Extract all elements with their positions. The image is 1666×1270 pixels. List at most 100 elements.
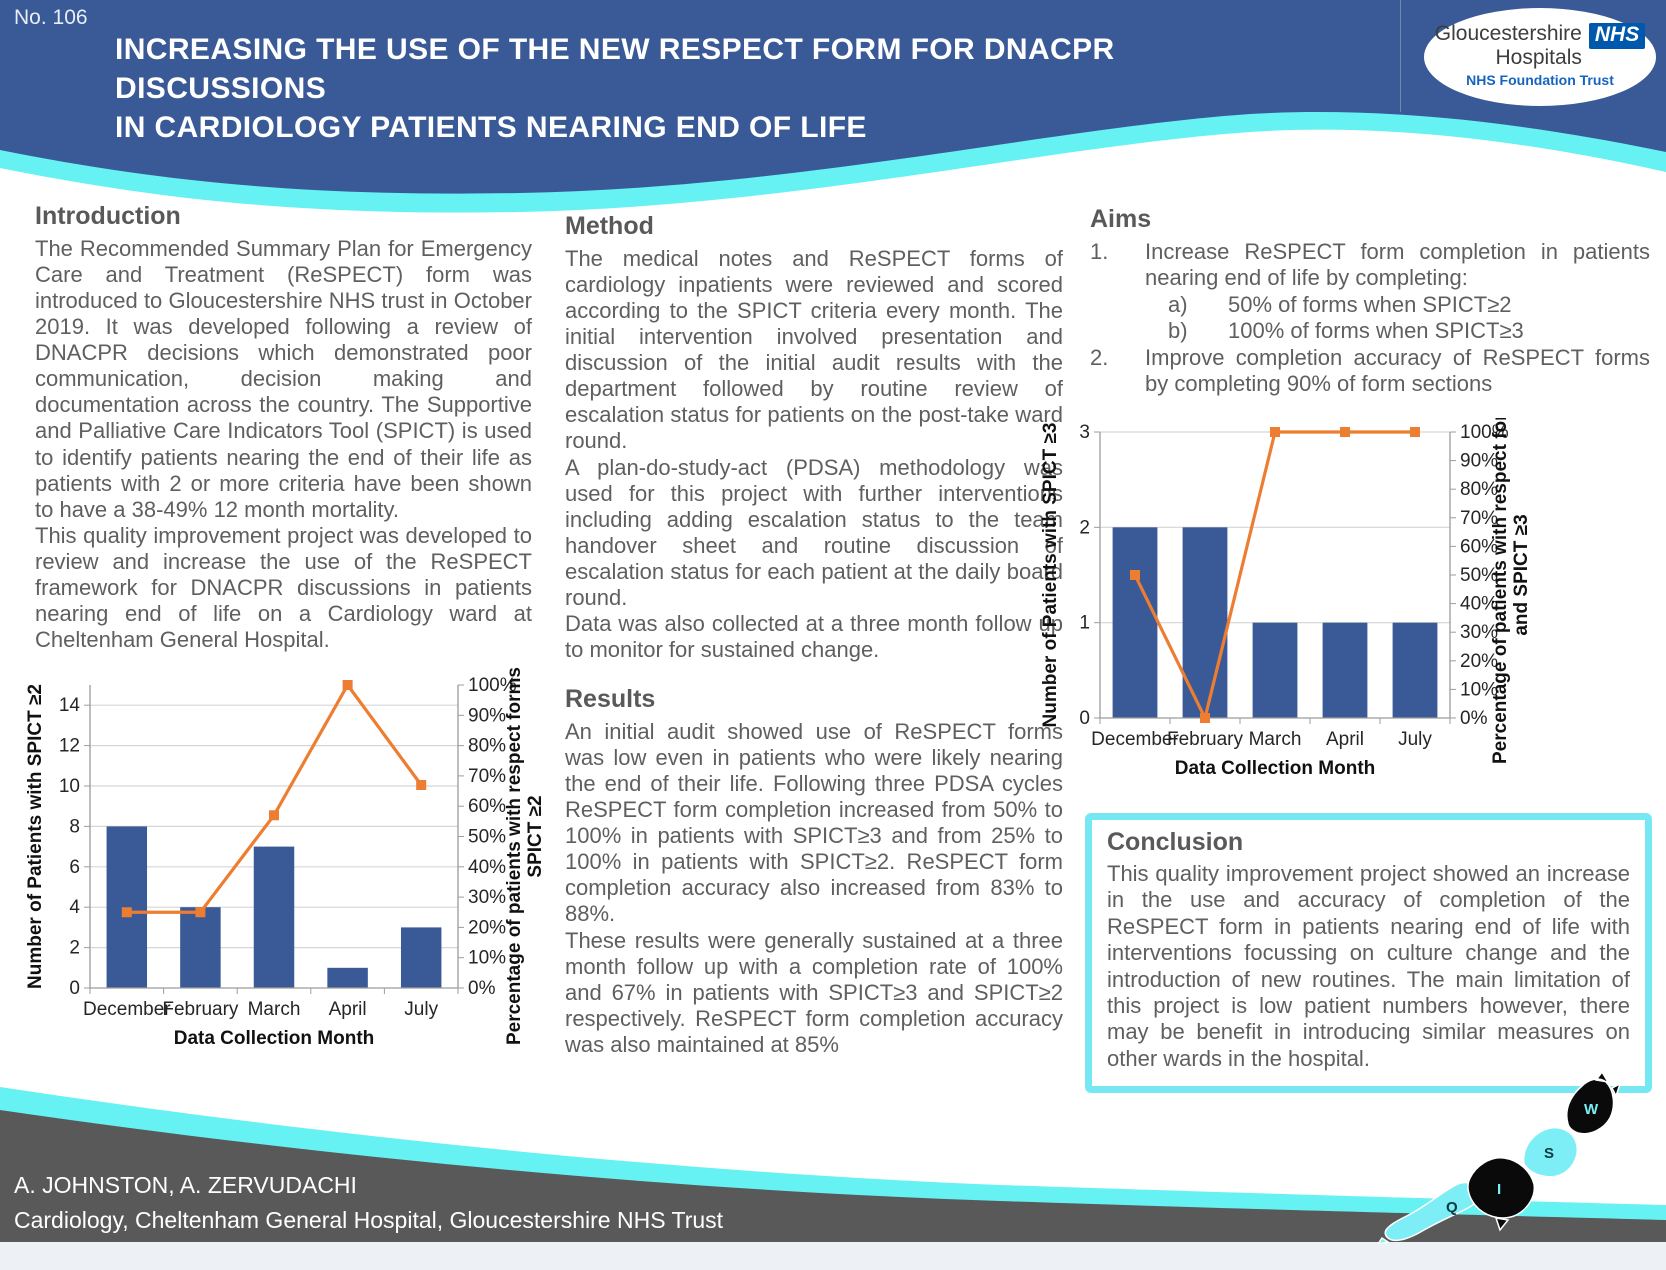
footer-gray-band [0, 1110, 1666, 1270]
svg-text:14: 14 [59, 695, 81, 716]
svg-text:0: 0 [1079, 708, 1090, 729]
header-wave [0, 0, 1666, 213]
svg-text:20%: 20% [468, 917, 506, 938]
svg-text:Percentage of patients with re: Percentage of patients with respect form… [504, 663, 525, 1045]
svg-text:60%: 60% [1460, 536, 1498, 557]
map-label-i: I [1497, 1181, 1501, 1198]
poster-title-line1: INCREASING THE USE OF THE NEW RESPECT FO… [115, 33, 1115, 105]
svg-text:100%: 100% [468, 675, 517, 696]
bottom-strip [0, 1242, 1666, 1270]
svg-text:10: 10 [59, 776, 80, 797]
svg-text:50%: 50% [1460, 565, 1498, 586]
map-region-q [1378, 1181, 1482, 1244]
nhs-logo: Gloucestershire Hospitals NHS NHS Founda… [1424, 8, 1656, 106]
method-paragraph-3: Data was also collected at a three month… [565, 610, 1063, 662]
svg-text:December: December [1091, 729, 1179, 750]
aims-item-2-number: 2. [1090, 344, 1109, 370]
svg-text:1: 1 [1079, 613, 1090, 634]
svg-text:3: 3 [1079, 422, 1090, 443]
conclusion-heading: Conclusion [1107, 828, 1244, 856]
logo-subtitle: NHS Foundation Trust [1466, 72, 1614, 89]
poster-title-line2: IN CARDIOLOGY PATIENTS NEARING END OF LI… [115, 111, 867, 144]
results-paragraph-1: An initial audit showed use of ReSPECT f… [565, 719, 1063, 927]
svg-text:February: February [1167, 729, 1244, 750]
aims-item-1b-letter: b) [1168, 318, 1188, 344]
aims-item-2-text: Improve completion accuracy of ReSPECT f… [1145, 344, 1650, 396]
aims-item-1b-text: 100% of forms when SPICT≥3 [1228, 318, 1524, 344]
conclusion-text: This quality improvement project showed … [1107, 861, 1630, 1071]
map-label-s: S [1544, 1145, 1554, 1162]
spict3-combo-chart: 0 1 2 3 0% 10% 20% 30% 40% 50% 60% 70% 80% 90% 100% Dec… [1040, 386, 1570, 780]
svg-text:April: April [329, 999, 367, 1020]
header-blue-band [0, 0, 1666, 194]
svg-text:February: February [162, 999, 239, 1020]
intro-paragraph-1: The Recommended Summary Plan for Emergen… [35, 236, 532, 522]
svg-text:10%: 10% [468, 948, 506, 969]
svg-text:50%: 50% [468, 827, 506, 848]
svg-text:0%: 0% [468, 978, 496, 999]
svg-text:0%: 0% [1460, 708, 1488, 729]
results-paragraph-2: These results were generally sustained a… [565, 927, 1063, 1057]
method-heading: Method [565, 212, 654, 240]
map-region-w [1566, 1072, 1622, 1135]
svg-text:December: December [83, 999, 171, 1020]
svg-text:0: 0 [69, 978, 80, 999]
svg-text:70%: 70% [468, 766, 506, 787]
svg-text:6: 6 [69, 857, 80, 878]
svg-text:2: 2 [69, 938, 80, 959]
svg-text:Number of Patients with SPICT: Number of Patients with SPICT ≥3 [1040, 423, 1061, 728]
svg-text:4: 4 [69, 897, 80, 918]
svg-text:8: 8 [69, 816, 80, 837]
region-map: Q I S W [1378, 1072, 1622, 1244]
svg-text:Percentage of patients with re: Percentage of patients with respect form… [1490, 418, 1511, 764]
authors-line: A. JOHNSTON, A. ZERVUDACHI [14, 1172, 357, 1198]
svg-text:20%: 20% [1460, 651, 1498, 672]
aims-section: Aims 1. Increase ReSPECT form completion… [1090, 205, 1650, 397]
method-paragraph-1: The medical notes and ReSPECT forms of c… [565, 246, 1063, 454]
map-region-s [1522, 1126, 1578, 1178]
svg-text:April: April [1326, 729, 1364, 750]
logo-org-name: Gloucestershire Hospitals [1434, 22, 1582, 69]
svg-text:12: 12 [59, 736, 80, 757]
svg-text:Data Collection Month: Data Collection Month [174, 1028, 375, 1049]
svg-text:70%: 70% [1460, 508, 1498, 529]
nhs-logo-box: NHS [1588, 23, 1646, 49]
intro-heading: Introduction [35, 202, 181, 230]
svg-text:2: 2 [1079, 517, 1090, 538]
footer-bands [0, 1087, 1666, 1270]
svg-text:and SPICT ≥3: and SPICT ≥3 [1511, 514, 1532, 635]
spict2-combo-chart: 0 2 4 6 8 10 12 14 0% 10% 20% 30% 40% 50% 60% 70% 80% 90%… [25, 628, 560, 1060]
svg-text:30%: 30% [468, 887, 506, 908]
svg-text:80%: 80% [468, 736, 506, 757]
results-heading: Results [565, 685, 656, 713]
aims-item-1: 1. Increase ReSPECT form completion in p… [1090, 239, 1650, 292]
aims-item-1-number: 1. [1090, 239, 1109, 264]
svg-text:80%: 80% [1460, 479, 1498, 500]
intro-paragraph-2: This quality improvement project was dev… [35, 522, 532, 652]
method-results-section: Method The medical notes and ReSPECT for… [565, 212, 1063, 1058]
affiliation-line: Cardiology, Cheltenham General Hospital,… [14, 1206, 724, 1233]
svg-text:10%: 10% [1460, 679, 1498, 700]
svg-text:90%: 90% [468, 705, 506, 726]
svg-text:July: July [1398, 729, 1432, 750]
footer-text: A. JOHNSTON, A. ZERVUDACHI Cardiology, C… [14, 1168, 723, 1237]
svg-text:60%: 60% [468, 796, 506, 817]
map-label-q: Q [1446, 1199, 1458, 1216]
svg-text:100%: 100% [1460, 422, 1509, 443]
svg-text:Data Collection Month: Data Collection Month [1175, 758, 1376, 779]
poster-title: INCREASING THE USE OF THE NEW RESPECT FO… [115, 30, 1295, 147]
aims-item-2: 2. Improve completion accuracy of ReSPEC… [1090, 345, 1650, 398]
intro-section: Introduction The Recommended Summary Pla… [35, 202, 532, 653]
svg-text:40%: 40% [468, 857, 506, 878]
aims-item-1a-letter: a) [1168, 291, 1188, 317]
aims-heading: Aims [1090, 205, 1152, 233]
svg-text:90%: 90% [1460, 451, 1498, 472]
conclusion-box: Conclusion This quality improvement proj… [1085, 813, 1652, 1094]
svg-text:30%: 30% [1460, 622, 1498, 643]
svg-text:40%: 40% [1460, 594, 1498, 615]
svg-text:March: March [248, 999, 301, 1020]
svg-text:Number of Patients with SPICT: Number of Patients with SPICT ≥2 [25, 684, 46, 989]
map-label-w: W [1584, 1101, 1599, 1118]
poster-number: No. 106 [14, 6, 88, 29]
